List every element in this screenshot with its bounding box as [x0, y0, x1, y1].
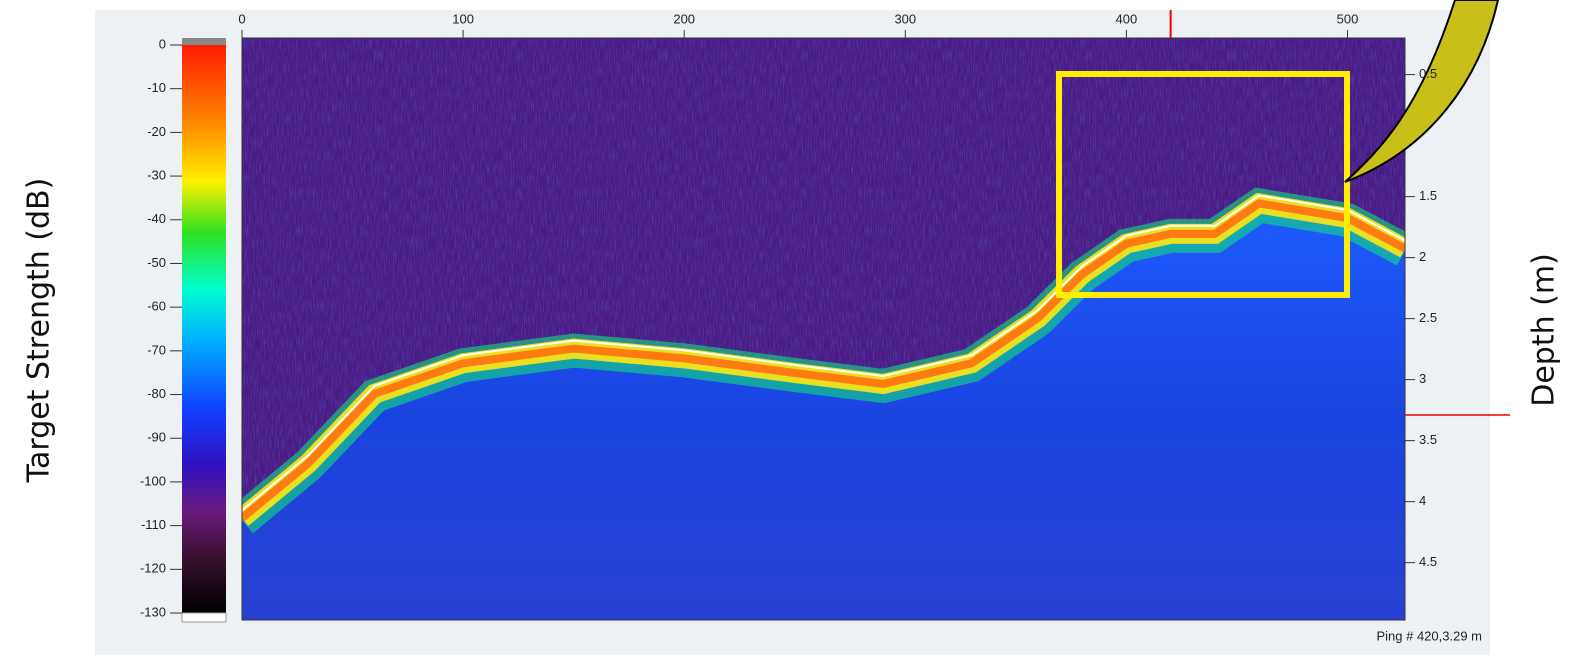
colorbar-tick-label: -130 [140, 604, 166, 619]
colorbar-tick-label: -20 [147, 124, 166, 139]
colorbar-tick-label: -60 [147, 299, 166, 314]
colorbar-tick-label: -100 [140, 473, 166, 488]
colorbar-cap [182, 38, 226, 45]
colorbar-tick-label: -70 [147, 342, 166, 357]
y-axis-label: Depth (m) [1527, 253, 1562, 407]
x-tick-label: 200 [673, 11, 695, 26]
colorbar-tick-label: -120 [140, 561, 166, 576]
colorbar [182, 45, 226, 613]
x-tick-label: 500 [1337, 11, 1359, 26]
y-tick-label: 4 [1419, 493, 1426, 508]
colorbar-tick-label: -50 [147, 255, 166, 270]
y-tick-label: 0.5 [1419, 66, 1437, 81]
y-tick-label: 3 [1419, 371, 1426, 386]
y-tick-label: 1.5 [1419, 188, 1437, 203]
x-tick-label: 300 [894, 11, 916, 26]
echogram [222, 38, 1425, 640]
status-text: Ping # 420,3.29 m [1376, 628, 1482, 643]
colorbar-tick-label: -80 [147, 386, 166, 401]
colorbar-tick-label: -90 [147, 430, 166, 445]
colorbar-tick-label: -30 [147, 168, 166, 183]
y-tick-label: 2 [1419, 249, 1426, 264]
colorbar-floor [182, 613, 226, 622]
x-tick-label: 100 [452, 11, 474, 26]
y-tick-label: 4.5 [1419, 554, 1437, 569]
colorbar-label: Target Strength (dB) [22, 178, 57, 484]
colorbar-tick-label: -40 [147, 211, 166, 226]
chart: Target Strength (dB) Depth (m) Ping # 42… [0, 0, 1588, 664]
y-tick-label: 2.5 [1419, 310, 1437, 325]
x-tick-label: 400 [1116, 11, 1138, 26]
colorbar-tick-label: -10 [147, 80, 166, 95]
colorbar-tick-label: 0 [159, 36, 166, 51]
x-tick-label: 0 [238, 11, 245, 26]
colorbar-tick-label: -110 [141, 517, 166, 532]
y-tick-label: 3.5 [1419, 432, 1437, 447]
